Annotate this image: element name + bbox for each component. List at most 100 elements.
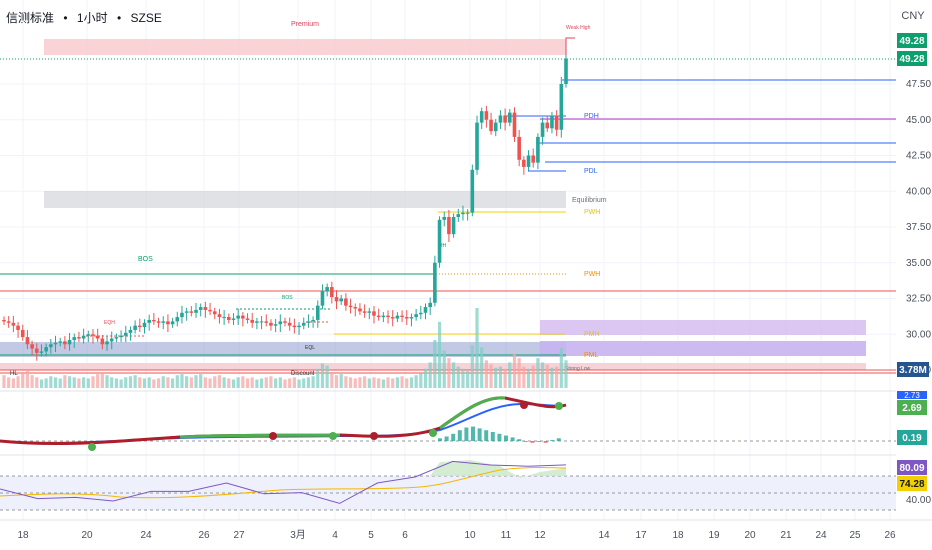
x-tick-11: 12 bbox=[534, 530, 546, 541]
volume-bar-47 bbox=[222, 377, 226, 388]
candle-body-67 bbox=[315, 305, 320, 320]
rsi-line bbox=[0, 460, 567, 504]
volume-bar-78 bbox=[367, 378, 371, 388]
symbol-name[interactable]: 信测标准 bbox=[6, 11, 55, 25]
strong-low-label: Strong Low bbox=[565, 366, 591, 372]
volume-bar-4 bbox=[21, 373, 25, 388]
osc-hist-bar-5 bbox=[471, 426, 475, 441]
volume-bar-16 bbox=[77, 378, 81, 388]
volume-bar-119 bbox=[559, 347, 563, 388]
candle-body-26 bbox=[123, 332, 128, 336]
currency-label[interactable]: CNY bbox=[901, 10, 925, 22]
volume-bar-77 bbox=[363, 376, 367, 388]
volume-bar-98 bbox=[461, 368, 465, 388]
volume-bar-113 bbox=[531, 365, 535, 388]
candle-body-23 bbox=[109, 338, 114, 342]
volume-bar-79 bbox=[372, 377, 376, 388]
x-tick-16: 20 bbox=[744, 530, 756, 541]
volume-bar-60 bbox=[283, 379, 287, 388]
candle-body-55 bbox=[259, 321, 264, 323]
volume-bar-88 bbox=[414, 375, 418, 388]
osc-hist-bar-10 bbox=[504, 435, 508, 441]
volume-bar-96 bbox=[452, 362, 456, 388]
volume-bar-97 bbox=[456, 366, 460, 388]
candle-body-80 bbox=[376, 315, 381, 318]
time-axis[interactable]: 18 20 24 26 27 3月 4 5 6 10 11 12 14 17 18 19 20 21 24 25 26 bbox=[17, 529, 896, 541]
volume-bar-0 bbox=[2, 375, 6, 388]
osc-hist-bar-13 bbox=[523, 441, 528, 442]
candle-body-44 bbox=[208, 309, 212, 312]
volume-bar-40 bbox=[189, 377, 193, 388]
pwh-label-upper: PWH bbox=[584, 209, 600, 216]
candle-body-15 bbox=[72, 337, 77, 340]
candle-body-105 bbox=[493, 122, 498, 132]
price-badge-a bbox=[897, 33, 927, 48]
volume-bar-58 bbox=[274, 378, 278, 388]
candle-body-5 bbox=[25, 337, 30, 345]
candle-body-94 bbox=[442, 216, 447, 220]
hl-label: HL bbox=[10, 371, 18, 377]
x-tick-1: 20 bbox=[81, 530, 93, 541]
candle-body-102 bbox=[479, 111, 484, 123]
volume-bar-64 bbox=[302, 378, 306, 388]
candle-body-104 bbox=[489, 119, 493, 132]
candle-body-88 bbox=[414, 314, 418, 318]
candle-body-113 bbox=[531, 155, 536, 163]
volume-bar-53 bbox=[250, 377, 254, 388]
candle-body-31 bbox=[147, 319, 151, 323]
volume-bar-82 bbox=[386, 377, 390, 388]
candle-body-103 bbox=[484, 111, 489, 120]
x-tick-9: 10 bbox=[464, 530, 476, 541]
volume-bar-38 bbox=[180, 374, 184, 388]
osc-hist-bar-16 bbox=[543, 441, 548, 443]
pdl-label: PDL bbox=[584, 168, 598, 175]
volume-bar-12 bbox=[58, 378, 62, 388]
volume-bar-62 bbox=[292, 377, 296, 388]
candle-body-84 bbox=[395, 315, 400, 319]
candle-body-36 bbox=[170, 321, 175, 325]
volume-bar-70 bbox=[330, 372, 334, 388]
osc-hist-bar-6 bbox=[477, 428, 482, 441]
volume-bar-103 bbox=[484, 360, 488, 388]
volume-bar-18 bbox=[86, 378, 90, 388]
volume-bar-63 bbox=[297, 379, 301, 388]
candle-body-76 bbox=[358, 308, 362, 312]
candle-body-115 bbox=[540, 122, 545, 137]
candle-body-53 bbox=[250, 319, 255, 323]
osc-dot-6 bbox=[520, 401, 528, 409]
candle-body-119 bbox=[559, 84, 564, 130]
candle-body-45 bbox=[212, 311, 217, 315]
candle-body-62 bbox=[292, 325, 297, 328]
x-tick-8: 6 bbox=[402, 530, 408, 541]
volume-bar-67 bbox=[316, 368, 320, 388]
y-tick-1: 45.00 bbox=[906, 115, 931, 126]
candlesticks bbox=[2, 54, 568, 361]
x-tick-2: 24 bbox=[140, 530, 152, 541]
rsi-badge-a bbox=[897, 460, 927, 475]
hh-label: HH bbox=[439, 243, 447, 249]
grid bbox=[0, 0, 896, 520]
interval-label[interactable]: 1小时 bbox=[76, 11, 108, 25]
y-tick-5: 35.00 bbox=[906, 258, 931, 269]
x-tick-15: 19 bbox=[708, 530, 720, 541]
volume-bar-65 bbox=[306, 377, 311, 388]
candle-body-96 bbox=[451, 216, 456, 235]
order-block-lower bbox=[540, 341, 866, 356]
candle-body-99 bbox=[465, 212, 470, 214]
candle-body-86 bbox=[404, 317, 409, 319]
pwh-label: PWH bbox=[584, 271, 600, 278]
candle-body-21 bbox=[100, 338, 105, 345]
candle-body-78 bbox=[367, 311, 372, 313]
candle-body-112 bbox=[526, 155, 531, 167]
volume-bar-55 bbox=[259, 378, 264, 388]
x-tick-14: 18 bbox=[672, 530, 684, 541]
volume-bar-69 bbox=[325, 365, 329, 388]
volume-bar-5 bbox=[25, 370, 30, 388]
volume-bar-42 bbox=[199, 374, 203, 388]
volume-bar-27 bbox=[128, 376, 133, 388]
volume-bar-14 bbox=[67, 376, 72, 388]
candle-body-91 bbox=[428, 302, 432, 308]
x-tick-17: 21 bbox=[780, 530, 792, 541]
candle-body-54 bbox=[255, 321, 259, 323]
